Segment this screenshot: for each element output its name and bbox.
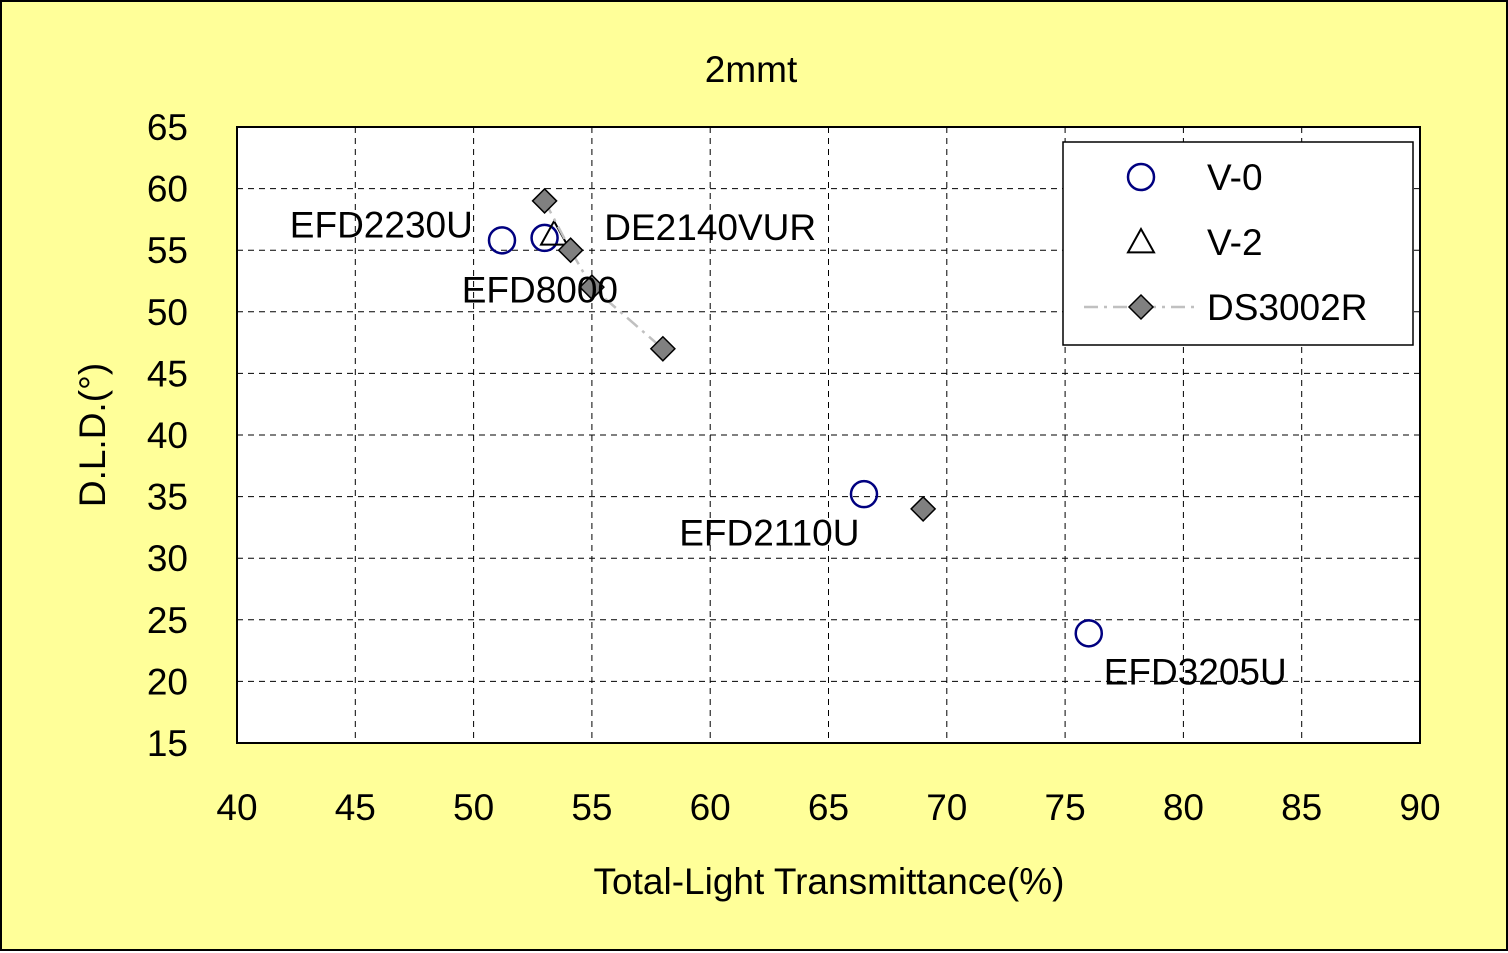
y-tick-label: 35 bbox=[147, 477, 188, 518]
x-tick-label: 70 bbox=[926, 787, 967, 828]
legend-diamond-swatch bbox=[1127, 293, 1155, 321]
point-annotation: EFD2110U bbox=[679, 512, 859, 553]
legend: V-0 V-2 DS3002R bbox=[1062, 141, 1414, 346]
y-tick-label: 50 bbox=[147, 292, 188, 333]
diamond-marker bbox=[557, 237, 584, 264]
y-tick-label: 65 bbox=[147, 107, 188, 148]
point-annotation: EFD2230U bbox=[290, 204, 473, 245]
y-tick-label: 25 bbox=[147, 600, 188, 641]
y-tick-label: 55 bbox=[147, 230, 188, 271]
legend-entry: V-0 bbox=[1126, 157, 1263, 198]
x-tick-label: 45 bbox=[335, 787, 376, 828]
legend-box bbox=[1062, 141, 1414, 346]
x-tick-label: 90 bbox=[1399, 787, 1440, 828]
y-tick-label: 60 bbox=[147, 169, 188, 210]
x-tick-label: 85 bbox=[1281, 787, 1322, 828]
diamond-marker bbox=[649, 335, 676, 362]
circle-marker bbox=[1074, 619, 1104, 648]
legend-circle-swatch bbox=[1126, 162, 1156, 192]
x-tick-label: 80 bbox=[1163, 787, 1204, 828]
y-tick-label: 20 bbox=[147, 661, 188, 702]
series-v-0 bbox=[487, 223, 1104, 648]
x-tick-label: 65 bbox=[808, 787, 849, 828]
legend-triangle-swatch bbox=[1126, 226, 1156, 254]
x-tick-label: 60 bbox=[690, 787, 731, 828]
y-tick-label: 15 bbox=[147, 723, 188, 764]
y-tick-label: 40 bbox=[147, 415, 188, 456]
x-tick-label: 75 bbox=[1045, 787, 1086, 828]
diamond-marker bbox=[531, 187, 558, 214]
diamond-marker bbox=[910, 495, 937, 522]
x-tick-label: 50 bbox=[453, 787, 494, 828]
chart-title: 2mmt bbox=[705, 49, 798, 90]
legend-label: V-2 bbox=[1207, 222, 1263, 263]
data-series bbox=[487, 187, 1104, 648]
circle-marker bbox=[487, 226, 517, 255]
series-ds3002r bbox=[531, 187, 937, 522]
y-tick-label: 45 bbox=[147, 353, 188, 394]
circle-marker bbox=[530, 223, 559, 253]
point-annotation: EFD3205U bbox=[1104, 652, 1287, 693]
y-axis-title: D.L.D.(°) bbox=[72, 363, 113, 507]
x-axis-title: Total-Light Transmittance(%) bbox=[594, 861, 1065, 902]
circle-marker bbox=[849, 479, 879, 509]
x-tick-label: 55 bbox=[571, 787, 612, 828]
point-annotation: EFD8000 bbox=[462, 270, 618, 311]
axis-ticks: 40 45 50 55 60 65 70 75 80 85 90 15 20 25 30 35 40 45 50 55… bbox=[147, 107, 1441, 828]
series-connector-line bbox=[543, 200, 664, 350]
x-tick-label: 40 bbox=[216, 787, 257, 828]
point-annotation: DE2140VUR bbox=[604, 207, 816, 248]
legend-label: V-0 bbox=[1207, 157, 1263, 198]
legend-entry: DS3002R bbox=[1084, 287, 1367, 328]
diamond-marker bbox=[578, 274, 605, 301]
point-annotations: EFD2230U DE2140VUR EFD8000 EFD2110U EFD3205U bbox=[290, 204, 1287, 692]
legend-entry: V-2 bbox=[1126, 222, 1263, 263]
legend-label: DS3002R bbox=[1207, 287, 1367, 328]
y-tick-label: 30 bbox=[147, 538, 188, 579]
